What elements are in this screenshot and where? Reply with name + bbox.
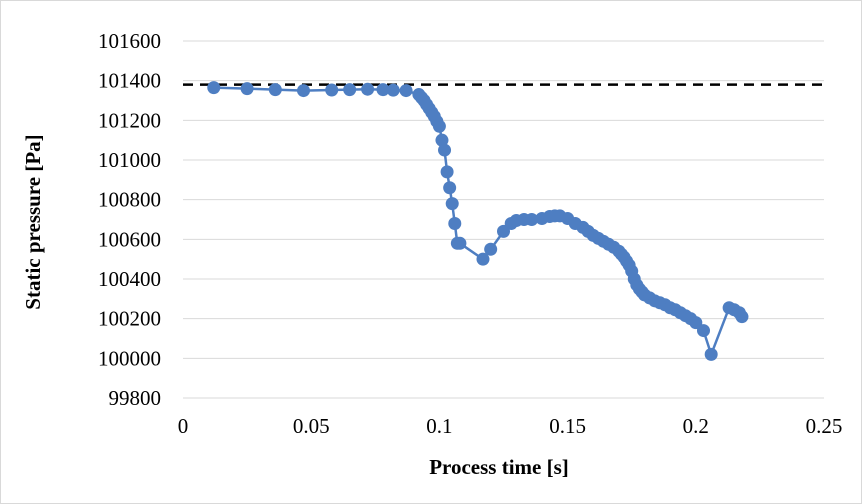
- data-point: [696, 324, 710, 338]
- series-group: [207, 81, 749, 361]
- y-tick-label: 100200: [98, 307, 161, 331]
- data-point: [386, 83, 400, 97]
- gridlines: [183, 40, 824, 399]
- data-point: [525, 213, 539, 226]
- data-point: [343, 83, 357, 97]
- x-axis-title: Process time [s]: [429, 455, 569, 479]
- y-tick-label: 101400: [98, 69, 161, 93]
- data-point: [268, 83, 282, 97]
- data-point: [325, 83, 339, 97]
- data-point: [297, 84, 311, 98]
- data-point: [476, 252, 490, 266]
- data-point: [399, 84, 413, 98]
- x-tick-labels: 0 0.05 0.1 0.15 0.2 0.25: [178, 414, 843, 438]
- x-tick-label: 0: [178, 414, 189, 438]
- y-tick-label: 100800: [98, 188, 161, 212]
- y-tick-label: 99800: [109, 386, 162, 410]
- x-tick-label: 0.1: [426, 414, 452, 438]
- y-tick-label: 101000: [98, 148, 161, 172]
- x-tick-label: 0.15: [549, 414, 586, 438]
- data-point: [484, 242, 498, 256]
- y-tick-label: 100000: [98, 346, 161, 370]
- data-point: [735, 310, 749, 324]
- data-point: [443, 181, 457, 195]
- data-point: [453, 236, 467, 250]
- x-tick-label: 0.2: [683, 414, 709, 438]
- series-line: [213, 86, 744, 356]
- x-tick-label: 0.05: [293, 414, 330, 438]
- y-axis-title: Static pressure [Pa]: [21, 134, 45, 309]
- data-point: [438, 143, 452, 157]
- data-point: [376, 83, 390, 97]
- data-point: [704, 347, 718, 361]
- data-point: [445, 197, 459, 211]
- data-point: [207, 81, 221, 95]
- data-point: [448, 216, 462, 230]
- y-tick-label: 100400: [98, 267, 161, 291]
- y-tick-label: 100600: [98, 227, 161, 251]
- y-tick-label: 101600: [98, 29, 161, 53]
- data-point: [240, 82, 254, 96]
- x-tick-label: 0.25: [806, 414, 843, 438]
- y-tick-labels: 99800 100000 100200 100400 100600 100800 10100…: [98, 29, 161, 410]
- y-tick-label: 101200: [98, 108, 161, 132]
- data-point: [435, 133, 449, 147]
- data-point: [432, 119, 446, 133]
- data-point: [361, 82, 375, 96]
- data-point: [440, 165, 454, 179]
